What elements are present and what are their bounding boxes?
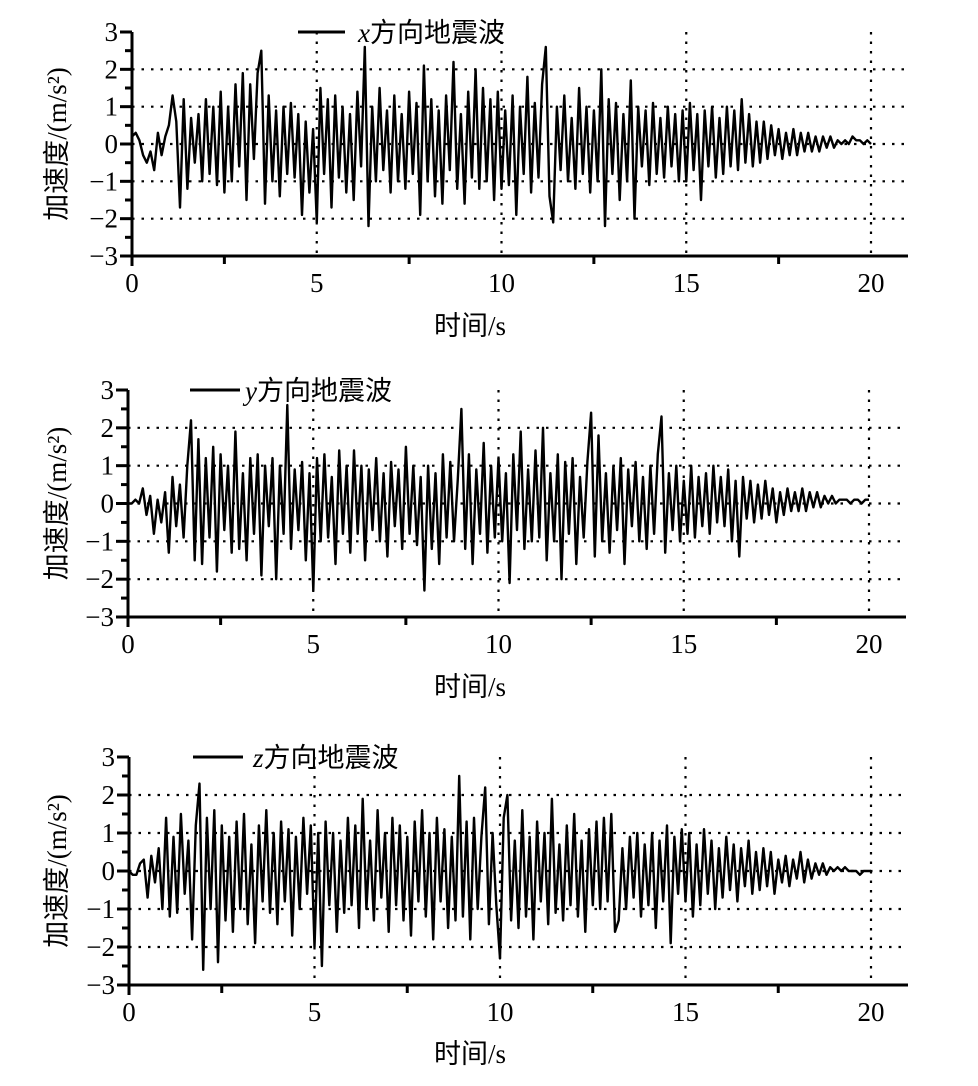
legend-label: x方向地震波 [357, 18, 505, 48]
y-tick-label: −2 [86, 932, 115, 962]
y-tick-label: 0 [105, 129, 119, 159]
y-tick-label: −3 [86, 970, 115, 1000]
acceleration-series-line [128, 774, 871, 971]
x-tick-label: 5 [307, 629, 321, 659]
x-tick-label: 15 [672, 997, 699, 1027]
x-tick-label: 5 [310, 268, 324, 298]
legend: y方向地震波 [190, 376, 392, 406]
acceleration-series-line [128, 403, 869, 592]
legend: z方向地震波 [193, 743, 399, 773]
x-tick-label: 10 [487, 997, 514, 1027]
y-tick-label: −3 [85, 602, 114, 632]
y-tick-label: 2 [101, 413, 115, 443]
y-tick-label: 0 [102, 856, 116, 886]
y-tick-label: 2 [102, 780, 116, 810]
x-tick-label: 0 [122, 997, 136, 1027]
x-tick-label: 20 [856, 629, 883, 659]
legend-label: z方向地震波 [252, 743, 399, 773]
y-axis-label: 加速度/(m/s²) [42, 67, 72, 221]
chart-panel-3: −3 −2 −1 0 1 2 3 0 5 10 15 20 时间/s 加速度/(m/s²) z方向地震波 [42, 742, 908, 1069]
y-tick-label: −1 [86, 894, 115, 924]
y-tick-label: −1 [85, 526, 114, 556]
x-tick-label: 0 [125, 268, 139, 298]
y-tick-label: 1 [102, 818, 116, 848]
x-tick-label: 10 [488, 268, 515, 298]
x-axis-label: 时间/s [434, 311, 506, 341]
y-tick-label: 3 [101, 375, 115, 405]
y-tick-label: −3 [89, 241, 118, 271]
x-axis-label: 时间/s [434, 1039, 506, 1069]
y-tick-label: −1 [89, 166, 118, 196]
acceleration-series-line [131, 45, 872, 228]
y-axis-label: 加速度/(m/s²) [42, 794, 72, 948]
y-tick-label: 3 [105, 17, 119, 47]
y-axis-label: 加速度/(m/s²) [42, 427, 72, 581]
y-tick-label: −2 [85, 564, 114, 594]
x-tick-label: 15 [670, 629, 697, 659]
y-tick-label: 2 [105, 54, 119, 84]
chart-panel-2: −3 −2 −1 0 1 2 3 0 5 10 15 20 时间/s 加速度/(m/s²) y方向地震波 [42, 375, 906, 702]
y-tick-label: 1 [101, 451, 115, 481]
x-tick-label: 20 [858, 268, 885, 298]
y-tick-label: 3 [102, 742, 116, 772]
x-tick-label: 15 [673, 268, 700, 298]
legend-label: y方向地震波 [242, 376, 392, 406]
x-tick-label: 0 [121, 629, 135, 659]
x-axis-label: 时间/s [434, 672, 506, 702]
x-tick-label: 5 [308, 997, 322, 1027]
x-tick-label: 20 [858, 997, 885, 1027]
x-tick-label: 10 [485, 629, 512, 659]
chart-panel-1: −3 −2 −1 0 1 2 3 0 5 10 15 20 时间/s 加速度/(m/s²) x方向地震波 [42, 17, 908, 341]
legend: x方向地震波 [298, 18, 505, 48]
y-tick-label: 0 [101, 489, 115, 519]
y-tick-label: 1 [105, 92, 119, 122]
y-tick-label: −2 [89, 204, 118, 234]
